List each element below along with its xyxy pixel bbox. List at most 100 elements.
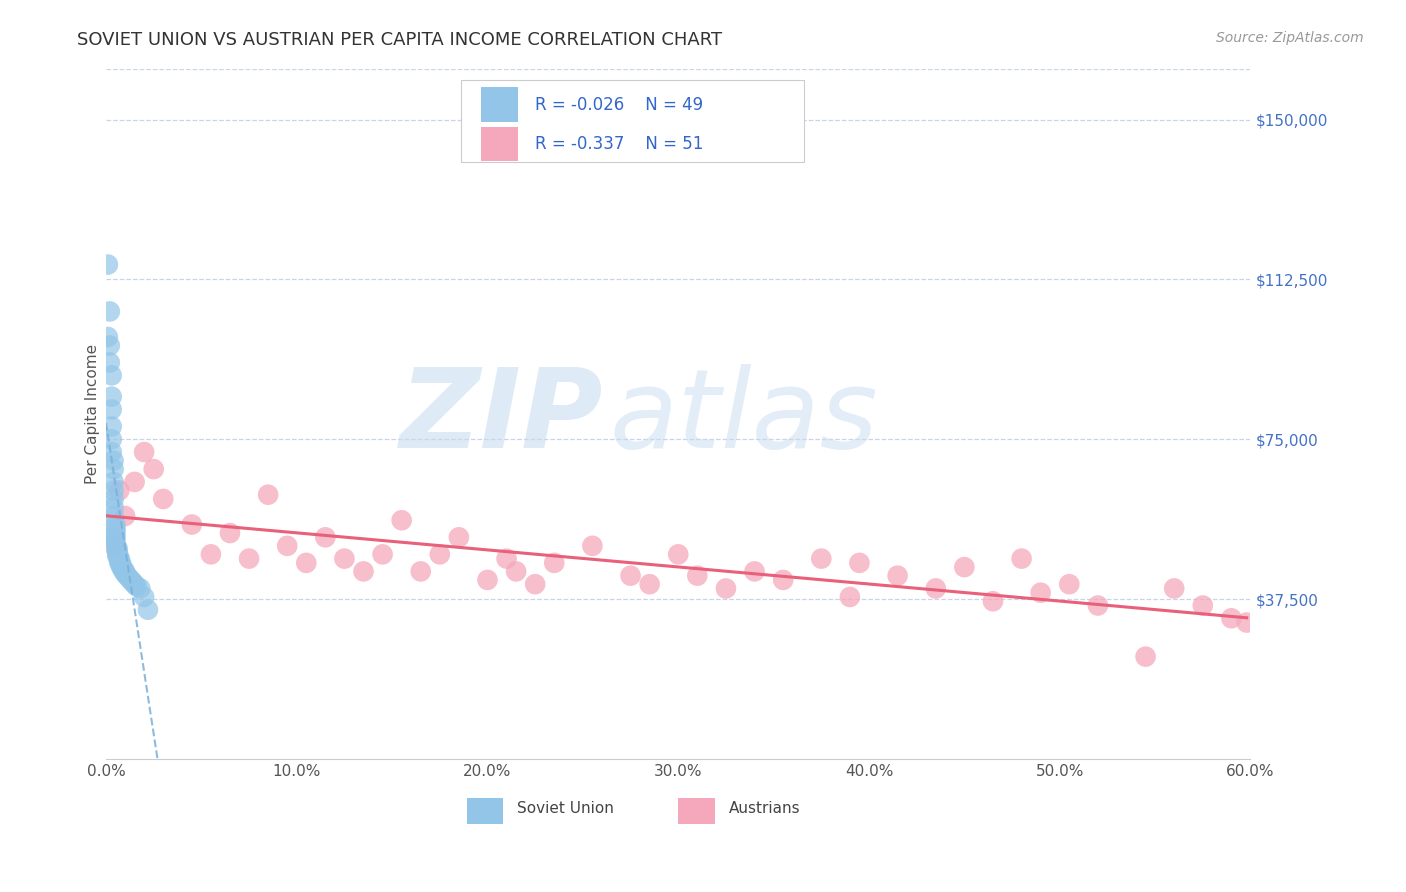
Point <box>180 517 202 532</box>
Point <box>108 550 131 565</box>
Point <box>1236 615 1258 630</box>
Point <box>120 573 142 587</box>
Point <box>495 551 517 566</box>
Point <box>107 547 129 561</box>
Bar <box>678 797 714 824</box>
Point <box>524 577 547 591</box>
Point <box>108 554 131 568</box>
Point <box>1011 551 1033 566</box>
Point <box>107 541 129 555</box>
Point <box>124 577 146 591</box>
Point <box>104 522 127 536</box>
Point <box>219 526 242 541</box>
Point <box>104 530 127 544</box>
Point <box>1163 582 1185 596</box>
Text: R = -0.026    N = 49: R = -0.026 N = 49 <box>536 95 703 113</box>
Point <box>848 556 870 570</box>
Text: atlas: atlas <box>610 364 879 471</box>
Point <box>134 590 156 604</box>
Point <box>100 368 122 383</box>
Point <box>447 530 470 544</box>
Point <box>114 566 136 581</box>
Point <box>1029 585 1052 599</box>
Point <box>100 432 122 446</box>
Point <box>333 551 356 566</box>
Point <box>112 562 135 576</box>
Point <box>981 594 1004 608</box>
Point <box>100 390 122 404</box>
Text: R = -0.337    N = 51: R = -0.337 N = 51 <box>536 135 703 153</box>
Point <box>103 483 125 498</box>
Point <box>112 564 135 578</box>
Point <box>238 551 260 566</box>
Point <box>104 526 127 541</box>
Point <box>108 551 131 566</box>
Point <box>108 483 131 498</box>
Text: SOVIET UNION VS AUSTRIAN PER CAPITA INCOME CORRELATION CHART: SOVIET UNION VS AUSTRIAN PER CAPITA INCO… <box>77 31 723 49</box>
Point <box>810 551 832 566</box>
Point <box>543 556 565 570</box>
Point <box>1059 577 1081 591</box>
Point <box>103 539 125 553</box>
Y-axis label: Per Capita Income: Per Capita Income <box>86 343 100 483</box>
Point <box>100 445 122 459</box>
Point <box>134 445 156 459</box>
Point <box>110 558 132 572</box>
Point <box>107 549 129 564</box>
Text: Austrians: Austrians <box>728 801 800 816</box>
Point <box>110 560 132 574</box>
Point <box>98 338 121 352</box>
Point <box>114 565 136 579</box>
Point <box>505 565 527 579</box>
Point <box>104 539 127 553</box>
Text: ZIP: ZIP <box>401 364 603 471</box>
Point <box>886 568 908 582</box>
Point <box>925 582 948 596</box>
Text: Soviet Union: Soviet Union <box>517 801 614 816</box>
Point <box>581 539 603 553</box>
Point <box>391 513 413 527</box>
Point <box>124 475 146 489</box>
Point <box>744 565 766 579</box>
Point <box>666 547 689 561</box>
Point <box>1087 599 1109 613</box>
Point <box>104 517 127 532</box>
Point <box>142 462 165 476</box>
Point <box>686 568 709 582</box>
Point <box>107 545 129 559</box>
Point <box>152 491 174 506</box>
Point <box>129 582 152 596</box>
Point <box>103 491 125 506</box>
Point <box>638 577 661 591</box>
Point <box>125 579 148 593</box>
Point <box>100 402 122 417</box>
Point <box>103 508 125 523</box>
Point <box>114 508 136 523</box>
Point <box>136 603 159 617</box>
Point <box>107 543 129 558</box>
Point <box>477 573 499 587</box>
Point <box>118 571 141 585</box>
Point <box>1135 649 1157 664</box>
Point <box>276 539 298 553</box>
Point <box>257 488 280 502</box>
Point <box>97 258 120 272</box>
Point <box>108 556 131 570</box>
Point <box>714 582 737 596</box>
Point <box>371 547 394 561</box>
Bar <box>467 797 503 824</box>
Point <box>100 419 122 434</box>
Point <box>98 304 121 318</box>
Point <box>104 534 127 549</box>
Point <box>838 590 860 604</box>
Point <box>1220 611 1243 625</box>
Point <box>103 462 125 476</box>
Point <box>200 547 222 561</box>
Point <box>103 453 125 467</box>
Point <box>110 557 132 571</box>
Point <box>314 530 336 544</box>
Point <box>115 568 138 582</box>
Point <box>953 560 976 574</box>
Point <box>98 355 121 369</box>
Point <box>353 565 375 579</box>
